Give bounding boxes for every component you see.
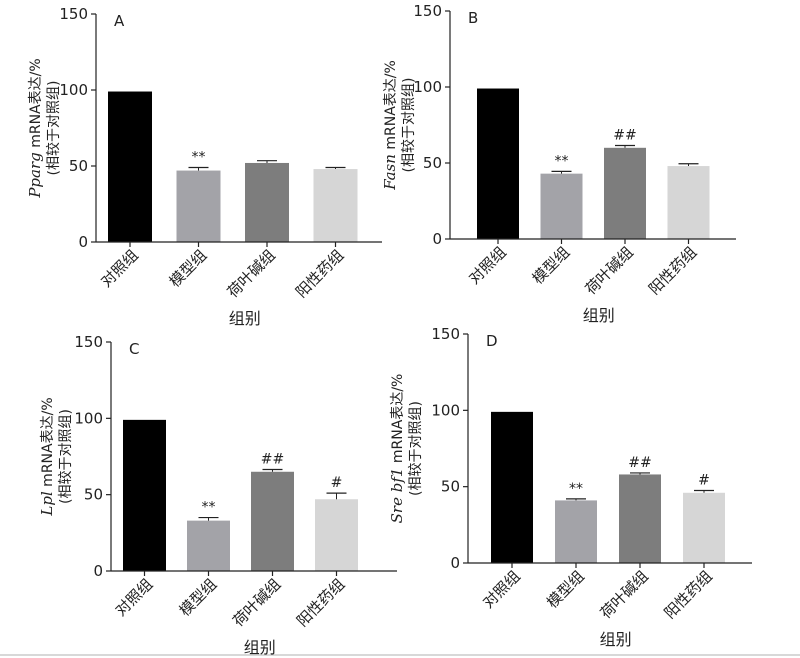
- y-tick-label: 0: [432, 230, 442, 248]
- bar-4: [667, 166, 710, 239]
- y-tick-label: 150: [74, 333, 103, 351]
- y-axis-title: Pparg mRNA表达/%: [26, 58, 44, 198]
- x-tick-label: 阳性药组: [292, 246, 347, 301]
- bar-1: [491, 411, 533, 563]
- significance-mark-2: **: [192, 150, 206, 166]
- y-axis-gene-name: Lpl: [38, 491, 56, 517]
- y-axis-subtitle: (相较于对照组): [46, 81, 62, 176]
- significance-mark-2: **: [202, 500, 216, 516]
- x-tick-label: 模型组: [176, 575, 221, 620]
- y-tick-label: 0: [450, 554, 460, 572]
- y-tick-label: 50: [84, 486, 103, 504]
- y-tick-label: 0: [78, 233, 88, 251]
- y-axis-subtitle: (相较于对照组): [408, 401, 424, 496]
- significance-mark-3: ##: [628, 455, 651, 471]
- x-tick-label: 荷叶碱组: [597, 567, 652, 622]
- panel-letter: A: [114, 12, 125, 30]
- bar-2: [540, 173, 583, 239]
- bar-4: [683, 492, 725, 563]
- x-tick-label: 模型组: [166, 246, 211, 291]
- x-tick-label: 对照组: [479, 567, 524, 612]
- x-tick-label: 荷叶碱组: [224, 246, 279, 301]
- y-tick-label: 50: [423, 154, 442, 172]
- y-axis-gene-name: Pparg: [26, 152, 44, 198]
- panel-letter: B: [468, 9, 478, 27]
- bar-1: [123, 419, 166, 571]
- x-tick-label: 阳性药组: [661, 567, 716, 622]
- panel-letter: D: [486, 332, 498, 350]
- y-axis-subtitle: (相较于对照组): [58, 409, 74, 504]
- x-tick-label: 模型组: [543, 567, 588, 612]
- bar-2: [176, 170, 221, 242]
- bar-3: [251, 471, 294, 571]
- y-tick-label: 150: [413, 2, 442, 20]
- y-tick-label: 150: [431, 325, 460, 343]
- y-axis-gene-name: Fasn: [381, 154, 399, 191]
- x-axis-title: 组别: [583, 306, 615, 325]
- x-tick-label: 对照组: [112, 575, 157, 620]
- significance-mark-2: **: [569, 481, 583, 497]
- y-axis-title: Lpl mRNA表达/%: [38, 397, 56, 516]
- y-axis-title-suffix: mRNA表达/%: [28, 58, 44, 152]
- x-tick-label: 对照组: [465, 243, 510, 288]
- x-axis-title: 组别: [244, 638, 276, 657]
- bar-3: [619, 474, 661, 563]
- significance-mark-4: #: [698, 472, 710, 488]
- y-axis-title: Fasn mRNA表达/%: [381, 60, 399, 191]
- bar-1: [108, 91, 152, 243]
- x-tick-label: 对照组: [97, 246, 142, 291]
- y-axis-gene-name: Sre bf1: [388, 468, 406, 524]
- bar-3: [604, 147, 646, 239]
- y-axis-title: Sre bf1 mRNA表达/%: [388, 374, 406, 524]
- y-tick-label: 150: [59, 5, 88, 23]
- y-axis-title-suffix: mRNA表达/%: [40, 397, 56, 491]
- chart-panel-b: ** ## 0 50 100 150 对照组 模型组 荷叶碱组 阳性药组 B 组别 Fasn mRNA表…: [381, 2, 736, 325]
- panel-letter: C: [129, 340, 139, 358]
- x-tick-label: 模型组: [529, 243, 574, 288]
- x-axis-title: 组别: [600, 630, 632, 649]
- bar-1: [477, 88, 519, 240]
- significance-mark-4: #: [331, 475, 343, 491]
- chart-panel-a: ** 0 50 100 150 对照组 模型组 荷叶碱组 阳性药组 A 组别 Pparg mRNA表达…: [26, 5, 382, 328]
- y-tick-label: 50: [69, 157, 88, 175]
- y-tick-label: 100: [431, 401, 460, 419]
- bar-2: [187, 520, 230, 571]
- y-tick-label: 100: [59, 81, 88, 99]
- y-tick-label: 100: [413, 78, 442, 96]
- significance-mark-2: **: [555, 153, 569, 169]
- bar-3: [245, 162, 289, 242]
- bar-4: [315, 499, 358, 571]
- y-tick-label: 50: [441, 478, 460, 496]
- x-tick-label: 阳性药组: [645, 243, 700, 298]
- x-tick-label: 荷叶碱组: [229, 575, 284, 630]
- significance-mark-3: ##: [613, 128, 636, 144]
- y-axis-title-suffix: mRNA表达/%: [390, 374, 406, 468]
- y-axis-subtitle: (相较于对照组): [401, 78, 417, 173]
- x-tick-label: 阳性药组: [293, 575, 348, 630]
- y-axis-title-suffix: mRNA表达/%: [383, 60, 399, 154]
- bar-2: [555, 500, 597, 563]
- y-tick-label: 0: [93, 562, 103, 580]
- y-tick-label: 100: [74, 409, 103, 427]
- bar-4: [313, 169, 358, 242]
- significance-mark-3: ##: [261, 451, 284, 467]
- x-tick-label: 荷叶碱组: [582, 243, 637, 298]
- x-axis-title: 组别: [229, 309, 261, 328]
